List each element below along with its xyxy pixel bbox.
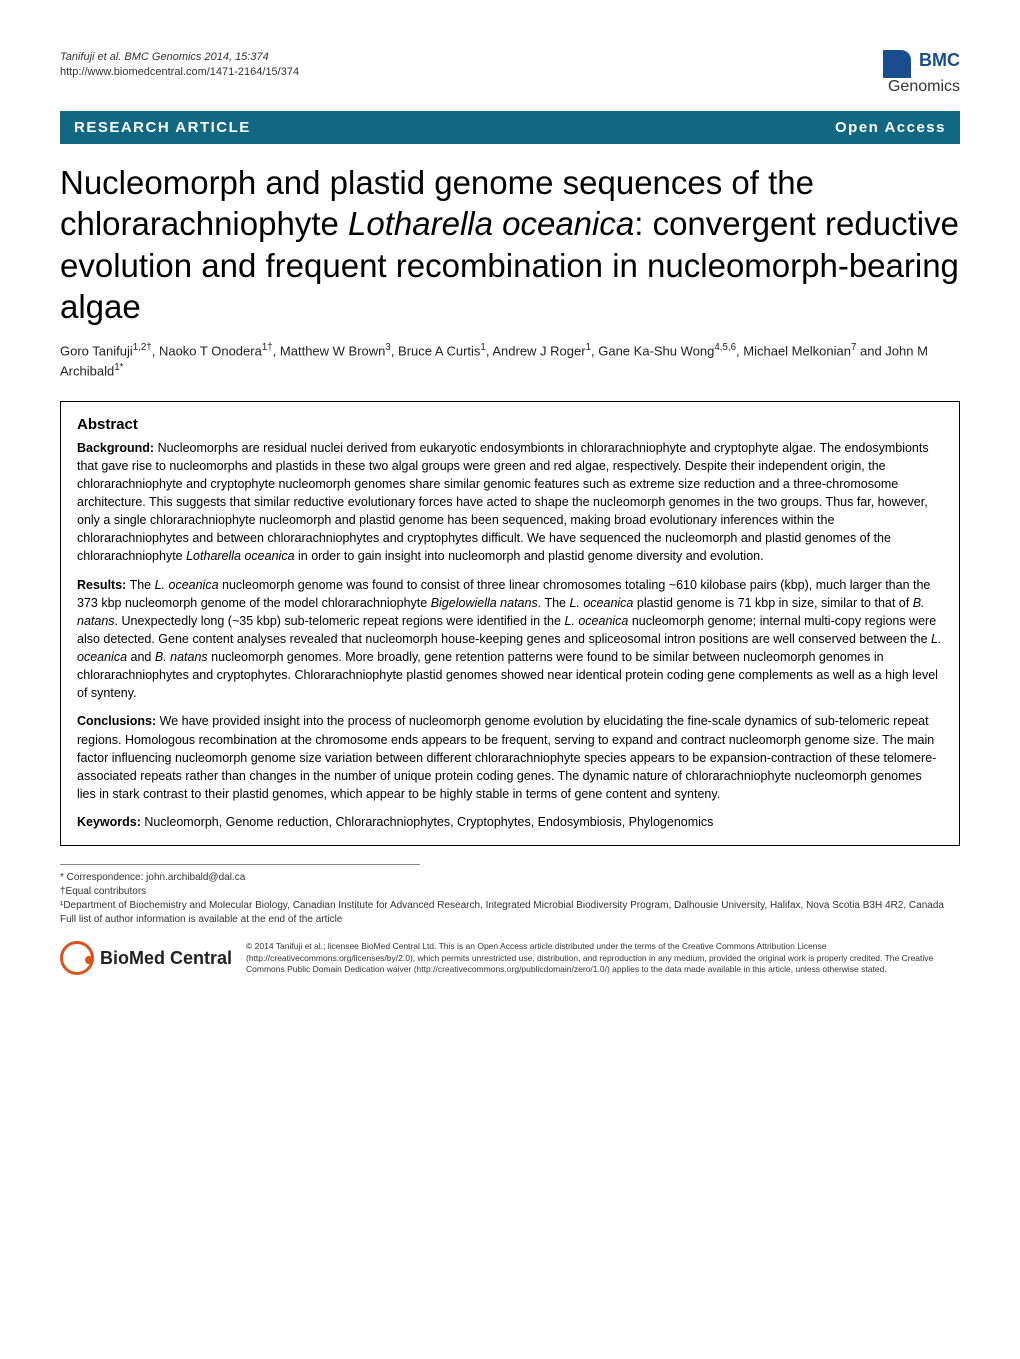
article-type-banner: RESEARCH ARTICLE Open Access [60,111,960,144]
keywords-text: Nucleomorph, Genome reduction, Chlorarac… [141,815,714,829]
abstract-background: Background: Nucleomorphs are residual nu… [77,439,943,566]
bmc-footer-text: BioMed Central [100,948,232,969]
background-text-1: Nucleomorphs are residual nuclei derived… [77,441,929,564]
banner-left: RESEARCH ARTICLE [74,119,251,136]
citation-text-1: Tanifuji et al. BMC Genomics 2014, 15:37… [60,51,269,63]
logo-genomics-text: Genomics [883,78,960,96]
affiliation-1: ¹Department of Biochemistry and Molecula… [60,899,960,913]
bmc-footer-label: BioMed Central [100,948,232,968]
citation-line-1: Tanifuji et al. BMC Genomics 2014, 15:37… [60,50,299,65]
full-author-list-note: Full list of author information is avail… [60,913,960,927]
background-text-2: in order to gain insight into nucleomorp… [295,549,764,563]
citation-line-2: http://www.biomedcentral.com/1471-2164/1… [60,65,299,80]
logo-square-icon [883,50,911,78]
background-label: Background: [77,441,154,455]
equal-contributors-line: †Equal contributors [60,885,960,899]
title-species: Lotharella oceanica [348,205,634,242]
footnotes-block: * Correspondence: john.archibald@dal.ca … [60,871,960,927]
results-label: Results: [77,578,126,592]
author-list: Goro Tanifuji1,2†, Naoko T Onodera1†, Ma… [60,341,960,381]
logo-row: BMC [883,50,960,78]
bmc-circle-icon [60,941,94,975]
abstract-conclusions: Conclusions: We have provided insight in… [77,712,943,803]
page-root: Tanifuji et al. BMC Genomics 2014, 15:37… [0,0,1020,1006]
separator-line [60,864,420,865]
citation-block: Tanifuji et al. BMC Genomics 2014, 15:37… [60,50,299,81]
background-species: Lotharella oceanica [186,549,294,563]
abstract-box: Abstract Background: Nucleomorphs are re… [60,401,960,847]
conclusions-label: Conclusions: [77,714,156,728]
header-row: Tanifuji et al. BMC Genomics 2014, 15:37… [60,50,960,96]
license-text: © 2014 Tanifuji et al.; licensee BioMed … [246,941,960,975]
abstract-results: Results: The L. oceanica nucleomorph gen… [77,576,943,703]
keywords-label: Keywords: [77,815,141,829]
article-title: Nucleomorph and plastid genome sequences… [60,162,960,327]
journal-logo: BMC Genomics [883,50,960,96]
results-text: The L. oceanica nucleomorph genome was f… [77,578,941,701]
abstract-keywords: Keywords: Nucleomorph, Genome reduction,… [77,813,943,831]
abstract-heading: Abstract [77,416,943,433]
conclusions-text: We have provided insight into the proces… [77,714,936,801]
banner-right: Open Access [835,119,946,136]
logo-bmc-text: BMC [919,50,960,70]
biomed-central-logo: BioMed Central [60,941,232,975]
footer-row: BioMed Central © 2014 Tanifuji et al.; l… [60,941,960,975]
correspondence-line: * Correspondence: john.archibald@dal.ca [60,871,960,885]
